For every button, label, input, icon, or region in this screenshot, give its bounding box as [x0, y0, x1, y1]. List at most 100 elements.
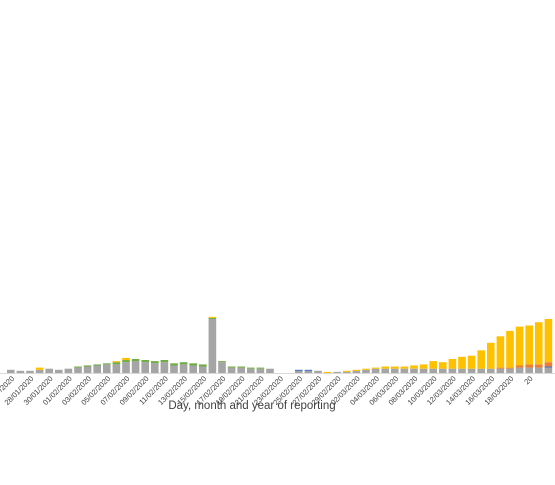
bar-06/03/2020-s0 [410, 368, 418, 373]
bar-20/02/2020-s0 [266, 368, 274, 373]
bar-24/02/2020-s2 [304, 369, 313, 371]
bar-27/01/2020-s4 [35, 367, 44, 370]
bar-18/03/2020-s4 [525, 325, 533, 365]
bar-03/02/2020-s1 [103, 363, 111, 365]
bar-09/02/2020-s1 [160, 360, 169, 363]
bar-20/03/2020-s0 [544, 367, 553, 373]
bar-01/03/2020-s0 [362, 369, 370, 373]
bar-14/02/2020-s1 [208, 317, 217, 319]
bar-18/03/2020-s3 [525, 364, 533, 368]
bar-16/03/2020-s3 [506, 367, 514, 369]
bar-05/02/2020-s0 [122, 362, 130, 373]
bar-08/03/2020-s0 [429, 368, 437, 373]
bar-05/03/2020-s0 [400, 368, 409, 373]
bar-20/03/2020-s4 [544, 319, 553, 363]
bar-30/01/2020-s0 [64, 368, 73, 373]
bar-14/02/2020-s4 [208, 316, 217, 318]
bar-02/02/2020-s1 [93, 364, 101, 366]
bar-02/03/2020-s0 [371, 368, 380, 373]
bar-15/03/2020-s4 [496, 336, 505, 368]
bar-04/03/2020-s0 [391, 368, 399, 373]
bar-18/03/2020-s0 [525, 367, 533, 373]
bar-19/03/2020-s0 [535, 367, 543, 373]
bar-15/02/2020-s1 [218, 361, 226, 363]
bar-16/02/2020-s1 [227, 366, 236, 368]
bar-27/01/2020-s0 [35, 369, 44, 373]
bar-05/02/2020-s1 [122, 360, 130, 363]
bar-16/03/2020-s4 [506, 330, 514, 368]
bar-04/02/2020-s4 [112, 361, 121, 363]
bar-15/03/2020-s3 [496, 367, 505, 369]
bar-01/02/2020-s1 [83, 365, 92, 367]
bar-13/03/2020-s4 [477, 350, 485, 369]
bar-17/02/2020-s0 [237, 367, 245, 373]
bar-18/02/2020-s0 [247, 368, 255, 373]
bar-24/01/2020-s0 [7, 369, 15, 373]
bar-09/03/2020-s0 [439, 368, 447, 373]
bar-25/02/2020-s0 [314, 370, 322, 373]
bar-20/03/2020-s2 [544, 366, 553, 368]
bar-17/03/2020-s4 [515, 326, 524, 366]
bar-28/01/2020-s0 [45, 368, 53, 373]
bar-19/02/2020-s0 [256, 368, 265, 373]
bar-25/01/2020-s0 [16, 370, 25, 373]
bar-13/02/2020-s1 [199, 364, 207, 367]
bar-28/02/2020-s0 [343, 371, 351, 373]
bar-15/03/2020-s0 [496, 368, 505, 373]
bar-07/03/2020-s0 [419, 368, 428, 373]
bar-12/03/2020-s0 [467, 368, 476, 373]
bar-03/03/2020-s4 [381, 366, 389, 369]
bar-19/02/2020-s1 [256, 367, 265, 369]
bar-07/02/2020-s0 [141, 362, 149, 373]
bar-12/03/2020-s4 [467, 355, 476, 369]
bar-31/01/2020-s1 [74, 366, 82, 368]
bar-15/02/2020-s0 [218, 362, 226, 373]
bar-05/03/2020-s4 [400, 366, 409, 369]
bar-11/03/2020-s4 [458, 356, 466, 369]
bar-20/03/2020-s3 [544, 362, 553, 367]
bar-11/02/2020-s0 [179, 364, 188, 373]
bar-04/02/2020-s0 [112, 364, 121, 373]
bar-11/03/2020-s0 [458, 368, 466, 373]
bar-09/03/2020-s4 [439, 362, 447, 369]
bar-26/02/2020-s4 [323, 371, 332, 373]
bar-14/03/2020-s0 [487, 368, 495, 373]
bar-26/01/2020-s0 [26, 370, 34, 373]
bar-08/02/2020-s1 [151, 361, 159, 364]
bar-08/03/2020-s4 [429, 361, 437, 369]
bar-03/03/2020-s0 [381, 368, 389, 373]
bars-layer [7, 316, 553, 373]
bar-07/03/2020-s4 [419, 364, 428, 369]
bar-17/03/2020-s0 [515, 367, 524, 373]
x-axis-label: Day, month and year of reporting [168, 400, 335, 412]
bar-10/03/2020-s4 [448, 359, 457, 369]
bar-19/03/2020-s4 [535, 322, 543, 365]
bar-01/02/2020-s0 [83, 366, 92, 373]
bar-06/02/2020-s0 [131, 361, 140, 373]
bar-07/02/2020-s1 [141, 360, 149, 363]
bar-12/02/2020-s1 [189, 363, 197, 366]
bar-10/02/2020-s0 [170, 365, 178, 373]
bar-02/03/2020-s4 [371, 367, 380, 369]
bar-08/02/2020-s0 [151, 363, 159, 373]
bar-24/02/2020-s0 [304, 370, 313, 373]
bar-03/02/2020-s0 [103, 364, 111, 373]
bar-09/02/2020-s0 [160, 362, 169, 373]
bar-04/02/2020-s1 [112, 362, 121, 365]
bar-06/03/2020-s4 [410, 365, 418, 369]
bar-02/02/2020-s0 [93, 365, 101, 373]
bar-29/01/2020-s0 [55, 369, 63, 373]
bar-11/02/2020-s1 [179, 362, 188, 365]
bar-16/02/2020-s0 [227, 367, 236, 373]
bar-10/03/2020-s0 [448, 368, 457, 373]
bar-14/02/2020-s0 [208, 319, 217, 373]
bar-29/02/2020-s4 [352, 369, 361, 371]
bar-19/03/2020-s3 [535, 364, 543, 368]
bar-01/03/2020-s4 [362, 368, 370, 370]
bar-29/02/2020-s0 [352, 370, 361, 373]
bar-23/02/2020-s0 [295, 370, 303, 373]
bar-18/02/2020-s1 [247, 367, 255, 369]
bar-14/03/2020-s4 [487, 342, 495, 369]
bar-05/02/2020-s4 [122, 357, 130, 361]
bar-17/03/2020-s3 [515, 365, 524, 368]
